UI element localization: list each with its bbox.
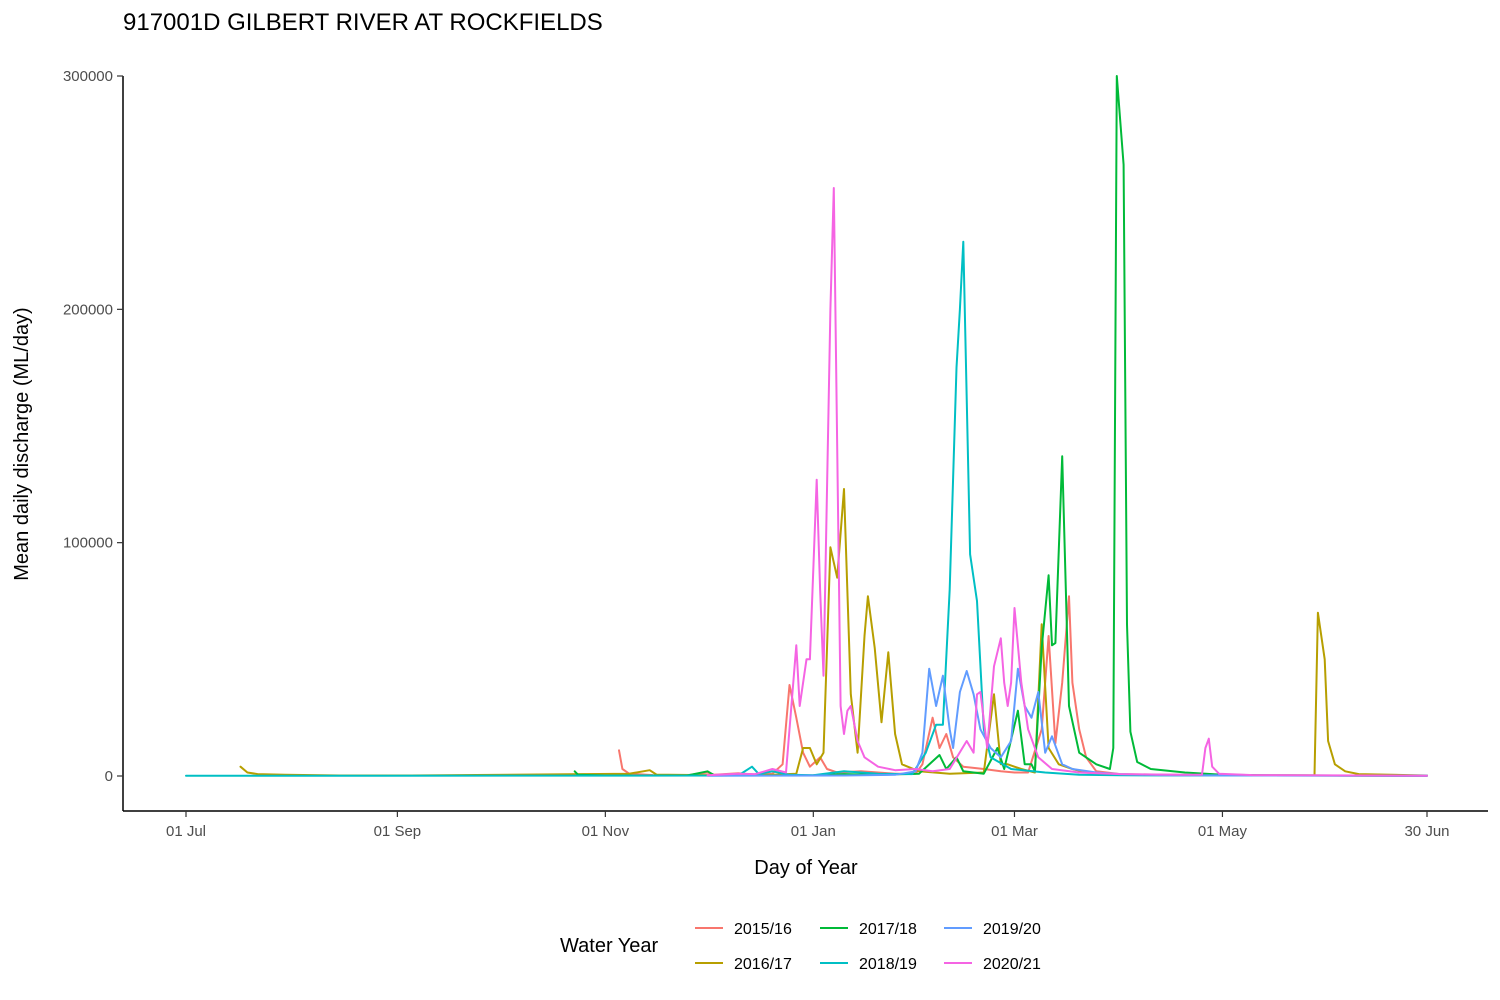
legend-label: 2018/19 <box>859 956 917 973</box>
chart-title: 917001D GILBERT RIVER AT ROCKFIELDS <box>123 9 603 36</box>
legend-title: Water Year <box>560 935 659 957</box>
x-tick-label: 01 Jan <box>791 823 836 840</box>
series-line-2018-19 <box>185 240 1428 777</box>
series-line-2020-21 <box>706 187 1428 777</box>
legend-item-2018-19: 2018/19 <box>820 956 917 973</box>
series-line-2019-20 <box>706 667 1428 777</box>
series-line-2016-17 <box>239 488 1428 777</box>
y-tick-label: 100000 <box>63 535 113 552</box>
y-axis-ticks: 0 100000 200000 300000 <box>63 68 123 785</box>
series-line-2017-18 <box>573 75 1428 777</box>
legend-item-2020-21: 2020/21 <box>944 956 1041 973</box>
legend-label: 2020/21 <box>983 956 1041 973</box>
legend-item-2019-20: 2019/20 <box>944 921 1041 938</box>
x-tick-label: 01 May <box>1198 823 1248 840</box>
legend-item-2016-17: 2016/17 <box>695 956 792 973</box>
y-tick-label: 0 <box>105 768 113 785</box>
legend-label: 2017/18 <box>859 921 917 938</box>
legend-items: 2015/16 2016/17 2017/18 2018/19 2019/20 2020/… <box>695 921 1041 973</box>
y-tick-label: 200000 <box>63 301 113 318</box>
legend-label: 2016/17 <box>734 956 792 973</box>
x-tick-label: 30 Jun <box>1404 823 1449 840</box>
legend-label: 2015/16 <box>734 921 792 938</box>
legend-item-2015-16: 2015/16 <box>695 921 792 938</box>
x-axis-title: Day of Year <box>754 857 858 879</box>
y-tick-label: 300000 <box>63 68 113 85</box>
series-layer <box>185 75 1428 777</box>
x-tick-label: 01 Sep <box>374 823 422 840</box>
legend-label: 2019/20 <box>983 921 1041 938</box>
y-axis-title: Mean daily discharge (ML/day) <box>11 307 33 580</box>
x-tick-label: 01 Jul <box>166 823 206 840</box>
legend-item-2017-18: 2017/18 <box>820 921 917 938</box>
x-tick-label: 01 Mar <box>991 823 1038 840</box>
x-tick-label: 01 Nov <box>582 823 630 840</box>
legend: Water Year 2015/162016/172017/182018/192… <box>560 921 1041 973</box>
x-axis-ticks: 01 Jul 01 Sep 01 Nov 01 Jan 01 Mar 01 May 30 J… <box>166 811 1450 840</box>
